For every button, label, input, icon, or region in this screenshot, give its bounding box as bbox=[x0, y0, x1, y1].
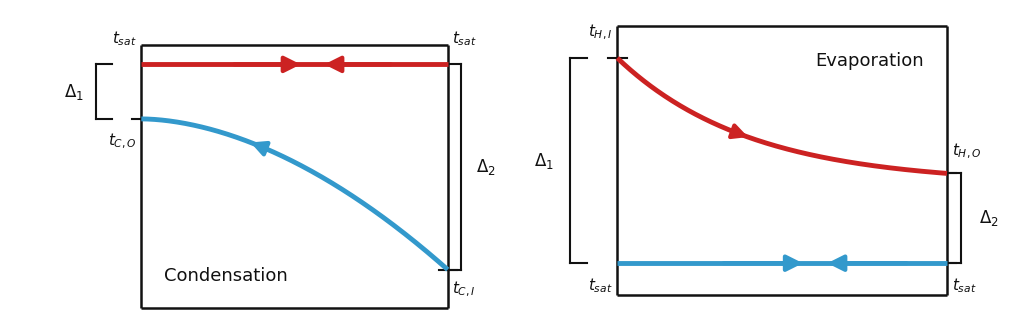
Text: $\Delta_1$: $\Delta_1$ bbox=[535, 151, 554, 171]
Text: $t_{C,O}$: $t_{C,O}$ bbox=[108, 132, 137, 151]
Text: $t_{sat}$: $t_{sat}$ bbox=[588, 276, 612, 295]
Text: $\Delta_1$: $\Delta_1$ bbox=[63, 81, 84, 102]
Text: Condensation: Condensation bbox=[164, 267, 288, 285]
Text: $t_{H,O}$: $t_{H,O}$ bbox=[951, 141, 981, 161]
Text: $t_{sat}$: $t_{sat}$ bbox=[453, 30, 477, 48]
Text: $\Delta_2$: $\Delta_2$ bbox=[476, 157, 496, 177]
Text: $t_{sat}$: $t_{sat}$ bbox=[113, 30, 137, 48]
Text: Evaporation: Evaporation bbox=[815, 51, 924, 69]
Text: $t_{C,I}$: $t_{C,I}$ bbox=[453, 279, 476, 299]
Text: $t_{H,I}$: $t_{H,I}$ bbox=[588, 23, 612, 42]
Text: $\Delta_2$: $\Delta_2$ bbox=[980, 208, 999, 228]
Text: $t_{sat}$: $t_{sat}$ bbox=[951, 276, 976, 295]
